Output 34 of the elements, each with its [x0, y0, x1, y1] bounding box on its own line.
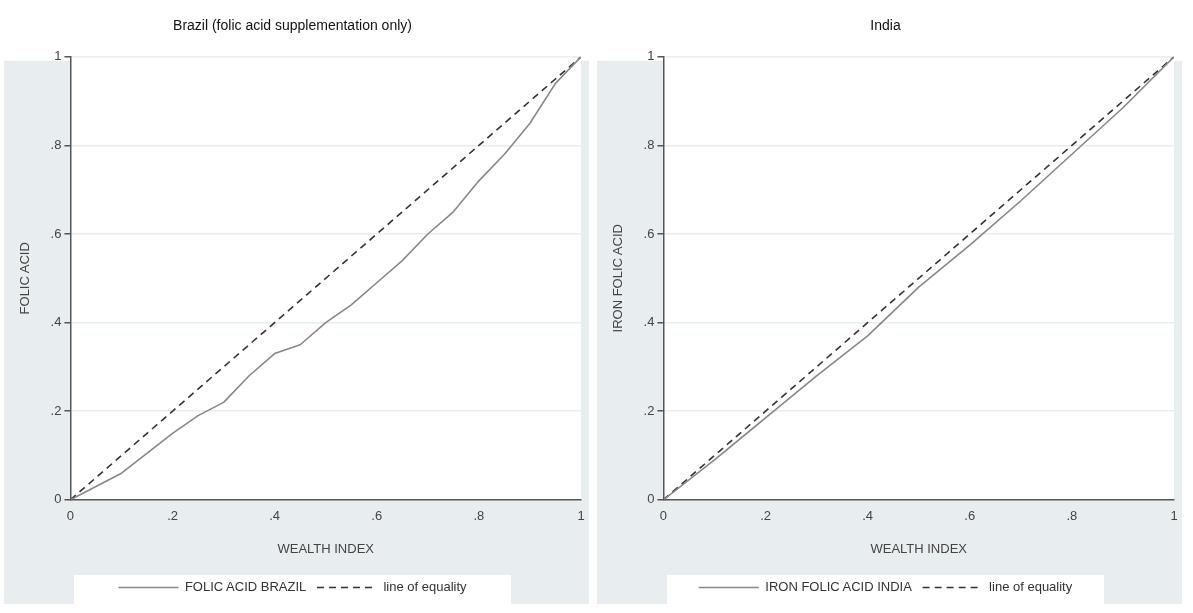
y-tick-label: .6	[50, 225, 62, 241]
y-tick-label: 0	[54, 491, 62, 507]
x-tick-label: 0	[66, 508, 75, 524]
legend-label: line of equality	[989, 579, 1073, 595]
x-tick-label: .6	[964, 508, 976, 524]
y-tick-label: .8	[50, 136, 62, 152]
y-tick-label: .6	[643, 225, 655, 241]
y-axis-title: IRON FOLIC ACID	[610, 224, 626, 333]
y-tick-label: .4	[643, 314, 655, 330]
x-axis-title: WEALTH INDEX	[870, 540, 968, 556]
x-axis-title: WEALTH INDEX	[277, 540, 375, 556]
y-tick-label: .8	[643, 136, 655, 152]
y-tick-label: .2	[643, 402, 655, 418]
x-tick-label: .8	[473, 508, 485, 524]
y-tick-label: 0	[647, 491, 655, 507]
x-tick-label: .6	[371, 508, 383, 524]
x-tick-label: .8	[1066, 508, 1078, 524]
y-tick-label: 1	[54, 48, 62, 64]
x-tick-label: .4	[862, 508, 874, 524]
x-tick-label: .4	[269, 508, 281, 524]
x-tick-label: 0	[659, 508, 668, 524]
x-tick-label: .2	[167, 508, 178, 524]
y-tick-label: .4	[50, 314, 62, 330]
y-tick-label: 1	[647, 48, 655, 64]
legend-label: IRON FOLIC ACID INDIA	[765, 579, 913, 595]
y-axis-title: FOLIC ACID	[17, 242, 33, 315]
x-tick-label: 1	[1170, 508, 1178, 524]
chart-title: India	[870, 17, 901, 34]
chart-title: Brazil (folic acid supplementation only)	[173, 17, 412, 34]
legend-label: line of equality	[383, 579, 468, 595]
x-tick-label: .2	[760, 508, 771, 524]
y-tick-label: .2	[50, 402, 62, 418]
x-tick-label: 1	[577, 508, 585, 524]
legend-label: FOLIC ACID BRAZIL	[184, 579, 307, 595]
